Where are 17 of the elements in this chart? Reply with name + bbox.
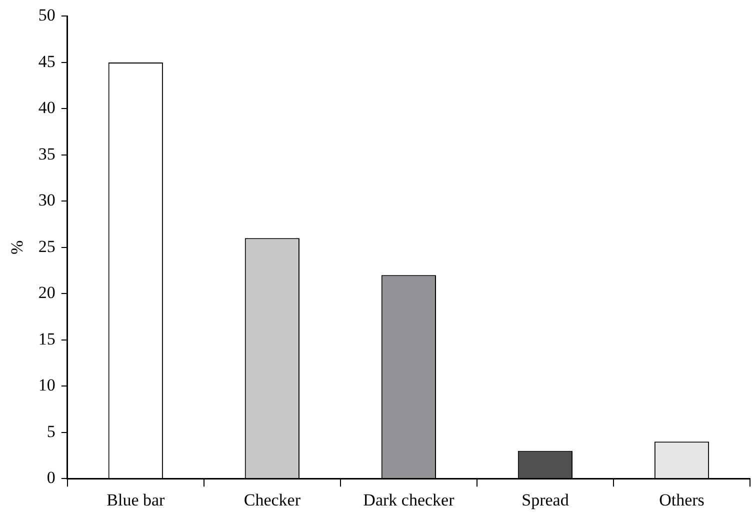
- y-tick-label: 40: [38, 98, 56, 118]
- y-tick-label: 30: [38, 190, 56, 210]
- x-tick-label: Blue bar: [106, 490, 166, 510]
- y-tick-label: 20: [38, 283, 56, 302]
- x-tick-label: Spread: [522, 490, 570, 510]
- x-tick-label: Dark checker: [363, 490, 455, 510]
- x-tick-label: Others: [659, 490, 704, 510]
- y-tick-label: 45: [38, 52, 56, 71]
- y-tick-label: 0: [46, 468, 56, 488]
- y-tick-label: 35: [38, 144, 56, 164]
- y-tick-label: 10: [38, 376, 56, 395]
- y-tick-label: 50: [38, 6, 56, 25]
- y-tick-label: 15: [38, 329, 56, 348]
- x-tick-label: Checker: [244, 490, 301, 510]
- y-tick-label: 5: [46, 422, 56, 441]
- y-tick-label: 25: [38, 236, 56, 256]
- y-axis-title: %: [8, 240, 27, 254]
